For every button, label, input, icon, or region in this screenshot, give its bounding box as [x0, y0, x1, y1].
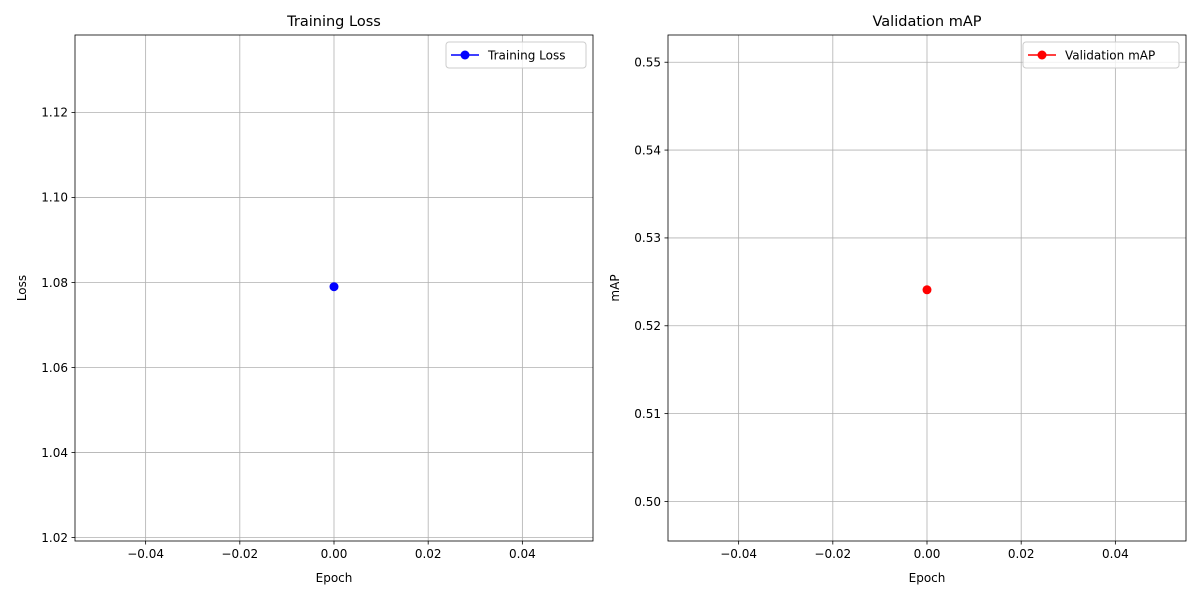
- y-tick-label: 0.50: [634, 495, 661, 509]
- y-tick-label: 1.12: [41, 106, 68, 120]
- legend-marker: [1037, 50, 1047, 60]
- x-tick-label: 0.00: [914, 547, 941, 561]
- x-tick-label: 0.00: [321, 547, 348, 561]
- y-axis-label: mAP: [608, 274, 622, 301]
- legend-box: [445, 41, 587, 69]
- x-tick-label: −0.04: [127, 547, 164, 561]
- y-tick-label: 0.54: [634, 143, 661, 157]
- legend-label: Training Loss: [487, 48, 565, 62]
- legend: Validation mAP: [1022, 41, 1180, 69]
- data-point: [329, 282, 339, 292]
- y-tick-label: 0.52: [634, 319, 661, 333]
- y-tick-label: 0.53: [634, 231, 661, 245]
- x-tick-label: −0.02: [814, 547, 851, 561]
- chart-title: Validation mAP: [873, 14, 982, 30]
- y-tick-label: 1.04: [41, 446, 68, 460]
- y-tick-label: 1.02: [41, 531, 68, 545]
- legend-marker: [460, 50, 470, 60]
- x-tick-label: 0.04: [509, 547, 536, 561]
- chart-panel-2: −0.04 −0.02 0.00 0.02 0.04 0.50 0.51 0.52 0.53 0.…: [608, 14, 1187, 585]
- data-point: [922, 285, 932, 295]
- x-tick-label: −0.02: [221, 547, 258, 561]
- x-tick-label: 0.02: [1008, 547, 1035, 561]
- y-tick-label: 1.10: [41, 191, 68, 205]
- chart-title: Training Loss: [286, 14, 381, 30]
- y-tick-label: 1.06: [41, 361, 68, 375]
- legend: Training Loss: [445, 41, 587, 69]
- y-tick-label: 0.51: [634, 407, 661, 421]
- x-axis-label: Epoch: [909, 571, 946, 585]
- y-tick-label: 1.08: [41, 276, 68, 290]
- x-tick-label: 0.02: [415, 547, 442, 561]
- legend-box: [1022, 41, 1180, 69]
- y-axis-label: Loss: [15, 275, 29, 301]
- axes-frame: [667, 34, 1187, 542]
- x-axis-label: Epoch: [316, 571, 353, 585]
- x-tick-label: 0.04: [1102, 547, 1129, 561]
- axes-frame: [74, 34, 594, 542]
- chart-panel-1: −0.04 −0.02 0.00 0.02 0.04 1.02 1.04 1.06 1.08 1.…: [15, 14, 594, 585]
- x-tick-label: −0.04: [720, 547, 757, 561]
- y-tick-label: 0.55: [634, 56, 661, 70]
- legend-label: Validation mAP: [1065, 48, 1155, 62]
